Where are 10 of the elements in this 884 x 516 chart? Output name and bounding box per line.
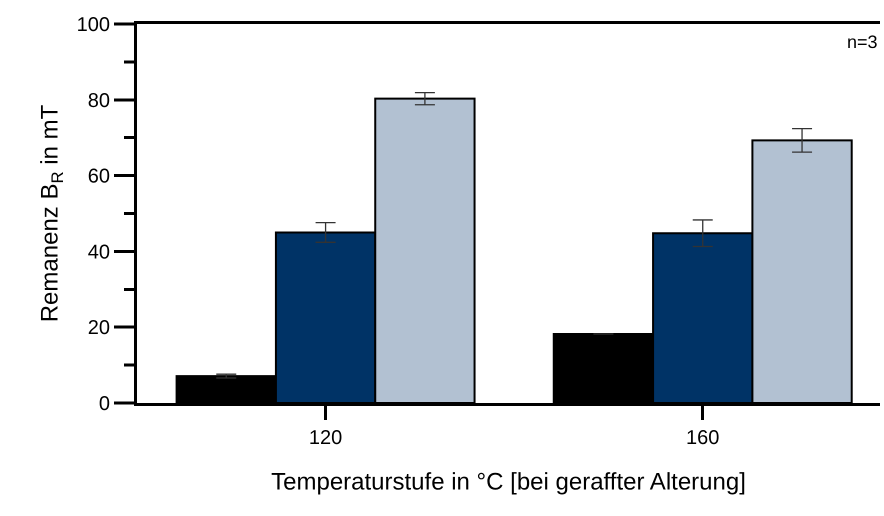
x-axis-title: Temperaturstufe in °C [bei geraffter Alterung]	[271, 468, 746, 496]
annotation: n=3	[847, 32, 878, 52]
x-tick-label: 120	[308, 427, 342, 449]
y-tick-label: 60	[88, 166, 110, 188]
x-tick-label: 160	[686, 427, 720, 449]
y-tick-label: 20	[88, 317, 110, 340]
y-tick-label: 40	[88, 241, 110, 264]
y-tick-label: 0	[98, 393, 110, 415]
y-tick-label: 100	[76, 14, 110, 36]
y-tick-label: 80	[88, 90, 110, 112]
